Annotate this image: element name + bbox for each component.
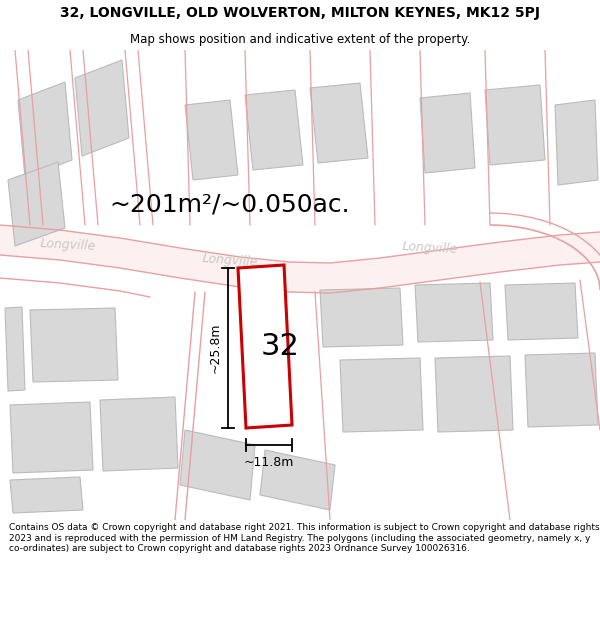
Text: ~201m²/~0.050ac.: ~201m²/~0.050ac. bbox=[110, 193, 350, 217]
Text: Contains OS data © Crown copyright and database right 2021. This information is : Contains OS data © Crown copyright and d… bbox=[9, 523, 599, 553]
Polygon shape bbox=[75, 60, 129, 156]
Text: Longville: Longville bbox=[40, 237, 97, 253]
Text: Longville: Longville bbox=[202, 252, 259, 268]
Text: ~11.8m: ~11.8m bbox=[244, 456, 294, 469]
Polygon shape bbox=[245, 90, 303, 170]
Polygon shape bbox=[505, 283, 578, 340]
Polygon shape bbox=[8, 162, 65, 246]
Text: Map shows position and indicative extent of the property.: Map shows position and indicative extent… bbox=[130, 34, 470, 46]
Polygon shape bbox=[0, 225, 600, 293]
Polygon shape bbox=[320, 288, 403, 347]
Polygon shape bbox=[238, 265, 292, 428]
Polygon shape bbox=[340, 358, 423, 432]
Text: 32, LONGVILLE, OLD WOLVERTON, MILTON KEYNES, MK12 5PJ: 32, LONGVILLE, OLD WOLVERTON, MILTON KEY… bbox=[60, 6, 540, 19]
Polygon shape bbox=[185, 100, 238, 180]
Polygon shape bbox=[5, 307, 25, 391]
Polygon shape bbox=[10, 477, 83, 513]
Polygon shape bbox=[435, 356, 513, 432]
Polygon shape bbox=[555, 100, 598, 185]
Polygon shape bbox=[18, 82, 72, 178]
Polygon shape bbox=[525, 353, 598, 427]
Polygon shape bbox=[100, 397, 178, 471]
Polygon shape bbox=[310, 83, 368, 163]
Polygon shape bbox=[10, 402, 93, 473]
Polygon shape bbox=[420, 93, 475, 173]
Text: ~25.8m: ~25.8m bbox=[209, 322, 221, 373]
Text: Longville: Longville bbox=[401, 240, 458, 256]
Polygon shape bbox=[30, 308, 118, 382]
Polygon shape bbox=[485, 85, 545, 165]
Polygon shape bbox=[260, 450, 335, 510]
Polygon shape bbox=[180, 430, 255, 500]
Polygon shape bbox=[415, 283, 493, 342]
Text: 32: 32 bbox=[260, 332, 299, 361]
